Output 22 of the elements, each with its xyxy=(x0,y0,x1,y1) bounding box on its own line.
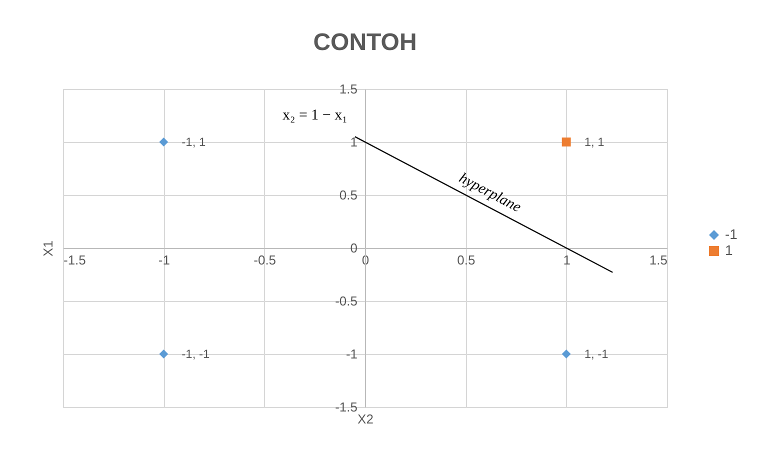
data-label: -1, 1 xyxy=(182,135,206,149)
data-label: 1, 1 xyxy=(584,135,605,149)
legend-label: -1 xyxy=(725,226,738,242)
x-tick-label: 0.5 xyxy=(457,252,476,268)
y-tick-label: -0.5 xyxy=(335,294,358,308)
data-label: 1, -1 xyxy=(584,347,609,361)
x-tick-label: 1 xyxy=(563,252,570,268)
y-axis-title: X1 xyxy=(40,240,56,256)
y-tick-label: 1.5 xyxy=(339,82,358,96)
y-tick-label: -1 xyxy=(346,346,358,362)
y-tick-label: 0.5 xyxy=(339,188,358,202)
y-tick-label: -1.5 xyxy=(335,400,358,414)
x-tick-label: 1.5 xyxy=(649,252,668,268)
x-tick-label: -0.5 xyxy=(254,252,276,268)
data-label: -1, -1 xyxy=(182,347,210,361)
annotation: x₂ = 1 − x₁ xyxy=(282,108,348,124)
y-tick-label: 0 xyxy=(350,240,358,256)
y-tick-label: 1 xyxy=(350,134,358,150)
chart-title: CONTOH xyxy=(313,29,417,56)
x-tick-label: -1 xyxy=(158,252,170,268)
x-axis-title: X2 xyxy=(358,412,374,426)
x-tick-label: -1.5 xyxy=(64,252,86,268)
